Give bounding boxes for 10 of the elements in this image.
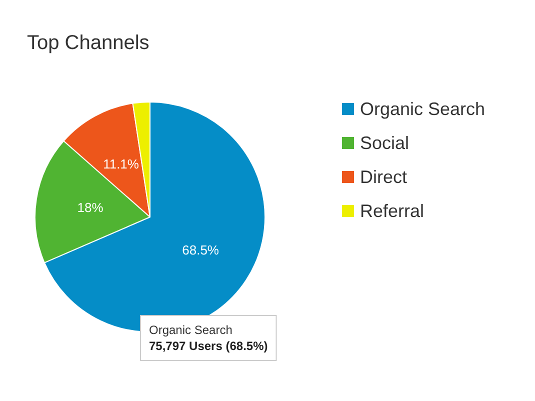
chart-title: Top Channels: [27, 32, 150, 54]
legend-label: Direct: [360, 167, 408, 187]
data-label: 18%: [77, 200, 104, 216]
data-label: 11.1%: [103, 156, 140, 172]
text: 75,797 Users (68.5%): [149, 339, 268, 353]
text: Organic Search: [149, 323, 232, 337]
data-label: 68.5%: [182, 242, 220, 258]
legend-label: Referral: [360, 201, 424, 221]
legend-label: Social: [360, 133, 410, 153]
legend-label: Organic Search: [360, 99, 486, 119]
